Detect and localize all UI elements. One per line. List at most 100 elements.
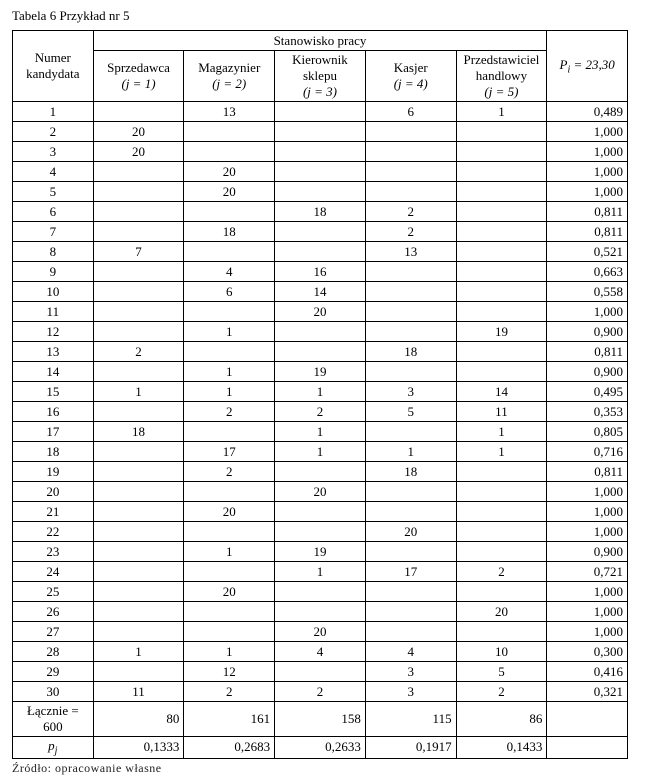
cell-value [456, 162, 547, 182]
table-row: 281144100,300 [13, 642, 628, 662]
table-row: 20 20 1,000 [13, 482, 628, 502]
pj-p [547, 737, 628, 759]
cell-value: 4 [275, 642, 366, 662]
cell-value [456, 122, 547, 142]
cell-value [275, 602, 366, 622]
cell-value: 12 [184, 662, 275, 682]
cell-value: 10 [456, 642, 547, 662]
hdr-col-3-name2: sklepu [303, 68, 337, 83]
table-row: 2201,000 [13, 122, 628, 142]
hdr-col-4-j: (j = 4) [394, 76, 428, 91]
cell-value [184, 602, 275, 622]
row-label: 16 [13, 402, 94, 422]
cell-value [184, 422, 275, 442]
cell-p: 1,000 [547, 302, 628, 322]
row-label: 24 [13, 562, 94, 582]
cell-value: 14 [456, 382, 547, 402]
cell-value [365, 362, 456, 382]
cell-p: 0,811 [547, 462, 628, 482]
row-label: 15 [13, 382, 94, 402]
cell-value: 1 [93, 642, 184, 662]
table-footer-note: Źródło: opracowanie własne [12, 761, 641, 776]
cell-p: 0,811 [547, 222, 628, 242]
cell-value [365, 622, 456, 642]
row-label: 18 [13, 442, 94, 462]
cell-value: 6 [365, 102, 456, 122]
cell-value [93, 102, 184, 122]
cell-value [365, 262, 456, 282]
totals-label: Łącznie = 600 [13, 702, 94, 737]
cell-value: 18 [365, 462, 456, 482]
pj-value: 0,1333 [93, 737, 184, 759]
cell-p: 1,000 [547, 602, 628, 622]
data-table: Numer kandydata Stanowisko pracy Pi = 23… [12, 30, 628, 759]
cell-p: 0,721 [547, 562, 628, 582]
hdr-numer-l2: kandydata [26, 66, 79, 81]
cell-value [456, 462, 547, 482]
cell-value [93, 622, 184, 642]
table-row: 87130,521 [13, 242, 628, 262]
cell-value: 20 [275, 482, 366, 502]
cell-value: 20 [456, 602, 547, 622]
hdr-col-3-name1: Kierownik [292, 52, 348, 67]
cell-p: 1,000 [547, 482, 628, 502]
cell-value [93, 442, 184, 462]
row-label: 10 [13, 282, 94, 302]
cell-value: 3 [365, 682, 456, 702]
table-row: 301122320,321 [13, 682, 628, 702]
cell-value [365, 482, 456, 502]
cell-value [365, 182, 456, 202]
cell-value [456, 482, 547, 502]
cell-value [456, 222, 547, 242]
cell-value [365, 542, 456, 562]
cell-value [184, 202, 275, 222]
cell-p: 0,900 [547, 322, 628, 342]
row-label: 3 [13, 142, 94, 162]
row-label: 22 [13, 522, 94, 542]
cell-value: 6 [184, 282, 275, 302]
cell-value: 7 [93, 242, 184, 262]
cell-value: 1 [456, 422, 547, 442]
cell-p: 0,521 [547, 242, 628, 262]
table-row: 14 119 0,900 [13, 362, 628, 382]
hdr-pi: Pi = 23,30 [547, 31, 628, 102]
cell-value: 2 [456, 682, 547, 702]
hdr-col-5-name1: Przedstawiciel [464, 52, 540, 67]
totals-value: 161 [184, 702, 275, 737]
cell-value: 1 [184, 362, 275, 382]
row-label: 19 [13, 462, 94, 482]
cell-value: 2 [184, 402, 275, 422]
cell-p: 0,489 [547, 102, 628, 122]
totals-value: 115 [365, 702, 456, 737]
row-label: 14 [13, 362, 94, 382]
cell-value: 19 [275, 362, 366, 382]
cell-value [456, 362, 547, 382]
cell-value: 19 [456, 322, 547, 342]
cell-value [456, 202, 547, 222]
cell-p: 0,900 [547, 362, 628, 382]
cell-value [93, 582, 184, 602]
cell-p: 0,663 [547, 262, 628, 282]
cell-value [93, 482, 184, 502]
cell-value [275, 122, 366, 142]
table-row: 11201,000 [13, 302, 628, 322]
row-label: 20 [13, 482, 94, 502]
cell-value [93, 262, 184, 282]
cell-value [184, 562, 275, 582]
cell-p: 0,805 [547, 422, 628, 442]
row-label: 21 [13, 502, 94, 522]
hdr-col-5: Przedstawiciel handlowy (j = 5) [456, 51, 547, 102]
cell-value: 20 [93, 142, 184, 162]
pj-value: 0,2633 [275, 737, 366, 759]
pj-row: pj0,13330,26830,26330,19170,1433 [13, 737, 628, 759]
cell-value [184, 482, 275, 502]
cell-value [93, 202, 184, 222]
cell-p: 0,716 [547, 442, 628, 462]
cell-value: 2 [456, 562, 547, 582]
cell-value: 4 [184, 262, 275, 282]
cell-value: 1 [275, 562, 366, 582]
cell-value: 2 [365, 202, 456, 222]
cell-value [456, 622, 547, 642]
cell-value [93, 662, 184, 682]
hdr-numer: Numer kandydata [13, 31, 94, 102]
